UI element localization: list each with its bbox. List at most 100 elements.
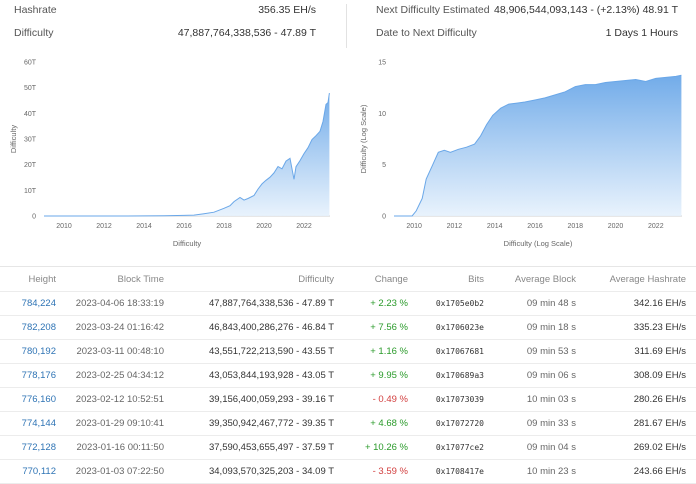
block-height-link[interactable]: 770,112 (22, 466, 56, 477)
bits-value: 0x1705e0b2 (435, 299, 484, 308)
block-time: 2023-01-29 09:10:41 (75, 418, 164, 429)
x-tick-label: 2012 (447, 223, 463, 230)
block-height-link[interactable]: 778,176 (21, 370, 56, 381)
change-value: + 4.68 % (370, 418, 408, 429)
block-height-link[interactable]: 782,208 (21, 322, 56, 333)
x-axis-title: Difficulty (173, 239, 201, 248)
bits-value: 0x1706023e (435, 323, 484, 332)
bits-value: 0x17072720 (435, 419, 484, 428)
average-hashrate: 281.67 EH/s (633, 418, 686, 429)
header-height: Height (28, 274, 56, 285)
next-difficulty-date-label: Date to Next Difficulty (376, 27, 477, 39)
change-value: + 10.26 % (364, 442, 408, 453)
table-row: 780,192 2023-03-11 00:48:10 43,551,722,213… (0, 340, 696, 364)
difficulty-value: 34,093,570,325,203 - 34.09 T (208, 466, 334, 477)
next-difficulty-label: Next Difficulty Estimated (376, 4, 490, 16)
y-tick-label: 5 (382, 162, 386, 169)
average-block-time: 10 min 03 s (526, 394, 576, 405)
header-change: Change (374, 274, 408, 285)
block-height-link[interactable]: 776,160 (21, 394, 56, 405)
hashrate-stat: Hashrate 356.35 EH/s (14, 0, 316, 20)
average-block-time: 09 min 33 s (526, 418, 576, 429)
table-row: 778,176 2023-02-25 04:34:12 43,053,844,193… (0, 364, 696, 388)
y-tick-label: 0 (382, 214, 386, 221)
bits-value: 0x170689a3 (435, 371, 484, 380)
average-hashrate: 335.23 EH/s (633, 322, 686, 333)
change-value: + 2.23 % (370, 298, 408, 309)
difficulty-value: 43,053,844,193,928 - 43.05 T (208, 370, 334, 381)
table-row: 772,128 2023-01-16 00:11:50 37,590,453,655… (0, 436, 696, 460)
hashrate-label: Hashrate (14, 4, 57, 16)
difficulty-chart-svg: 0 10T 20T 30T 40T 50T 60T 2010 2012 2014 2016 2018 2… (9, 60, 330, 248)
difficulty-log-chart: 0 5 10 15 2010 2012 2014 2016 2018 2020 2022 Diffic… (350, 52, 696, 256)
stats-divider (346, 4, 347, 48)
y-tick-label: 10 (378, 111, 386, 118)
average-block-time: 09 min 53 s (526, 346, 576, 357)
table-header: Height Block Time Difficulty Change Bits… (0, 266, 696, 292)
block-time: 2023-04-06 18:33:19 (75, 298, 164, 309)
block-time: 2023-01-03 07:22:50 (75, 466, 164, 477)
y-tick-label: 50T (24, 85, 37, 92)
difficulty-value: 39,156,400,059,293 - 39.16 T (208, 394, 334, 405)
x-tick-label: 2010 (56, 223, 72, 230)
header-bits: Bits (468, 274, 484, 285)
average-hashrate: 342.16 EH/s (633, 298, 686, 309)
difficulty-value: 37,590,453,655,497 - 37.59 T (208, 442, 334, 453)
table-row: 782,208 2023-03-24 01:16:42 46,843,400,286… (0, 316, 696, 340)
series-line (394, 74, 682, 217)
x-tick-label: 2010 (406, 223, 422, 230)
y-tick-label: 30T (24, 137, 37, 144)
table-body: 784,224 2023-04-06 18:33:19 47,887,764,338… (0, 292, 696, 484)
change-value: - 0.49 % (372, 394, 408, 405)
block-height-link[interactable]: 772,128 (21, 442, 56, 453)
average-block-time: 09 min 06 s (526, 370, 576, 381)
table-row: 774,144 2023-01-29 09:10:41 39,350,942,467… (0, 412, 696, 436)
y-tick-label: 0 (32, 214, 36, 221)
difficulty-stat: Difficulty 47,887,764,338,536 - 47.89 T (14, 23, 316, 43)
y-axis-title: Difficulty (Log Scale) (359, 104, 368, 173)
difficulty-value: 39,350,942,467,772 - 39.35 T (208, 418, 334, 429)
block-height-link[interactable]: 784,224 (21, 298, 56, 309)
average-block-time: 09 min 48 s (526, 298, 576, 309)
difficulty-chart: 0 10T 20T 30T 40T 50T 60T 2010 2012 2014 2016 2018 2… (0, 52, 346, 256)
table-row: 784,224 2023-04-06 18:33:19 47,887,764,338… (0, 292, 696, 316)
next-difficulty-date-stat: Date to Next Difficulty 1 Days 1 Hours (376, 23, 678, 43)
y-tick-label: 20T (24, 162, 37, 169)
bits-value: 0x17073039 (435, 395, 484, 404)
table-row: 770,112 2023-01-03 07:22:50 34,093,570,325… (0, 460, 696, 484)
difficulty-adjustments-table: Height Block Time Difficulty Change Bits… (0, 266, 696, 484)
block-time: 2023-02-25 04:34:12 (75, 370, 164, 381)
header-difficulty: Difficulty (298, 274, 334, 285)
header-block-time: Block Time (117, 274, 164, 285)
table-row: 776,160 2023-02-12 10:52:51 39,156,400,059… (0, 388, 696, 412)
next-difficulty-value: 48,906,544,093,143 - (+2.13%) 48.91 T (494, 4, 678, 16)
average-hashrate: 280.26 EH/s (633, 394, 686, 405)
difficulty-log-chart-svg: 0 5 10 15 2010 2012 2014 2016 2018 2020 2022 Diffic… (359, 60, 682, 248)
y-tick-label: 40T (24, 111, 37, 118)
x-tick-label: 2016 (176, 223, 192, 230)
x-tick-label: 2022 (296, 223, 312, 230)
block-time: 2023-01-16 00:11:50 (76, 442, 164, 453)
x-tick-label: 2014 (487, 223, 503, 230)
hashrate-value: 356.35 EH/s (258, 4, 316, 16)
block-time: 2023-03-24 01:16:42 (75, 322, 164, 333)
x-axis-title: Difficulty (Log Scale) (504, 239, 573, 248)
average-hashrate: 308.09 EH/s (633, 370, 686, 381)
change-value: + 9.95 % (370, 370, 408, 381)
difficulty-stats-panel: Hashrate 356.35 EH/s Difficulty 47,887,7… (0, 0, 696, 50)
y-tick-label: 10T (24, 188, 37, 195)
x-tick-label: 2018 (216, 223, 232, 230)
difficulty-value: 43,551,722,213,590 - 43.55 T (208, 346, 334, 357)
block-height-link[interactable]: 780,192 (21, 346, 56, 357)
block-time: 2023-02-12 10:52:51 (75, 394, 164, 405)
block-time: 2023-03-11 00:48:10 (76, 346, 164, 357)
x-tick-label: 2014 (136, 223, 152, 230)
change-value: + 1.16 % (370, 346, 408, 357)
difficulty-label: Difficulty (14, 27, 54, 39)
average-block-time: 09 min 04 s (526, 442, 576, 453)
change-value: + 7.56 % (370, 322, 408, 333)
average-block-time: 09 min 18 s (526, 322, 576, 333)
x-tick-label: 2020 (608, 223, 624, 230)
block-height-link[interactable]: 774,144 (21, 418, 56, 429)
series-area (44, 93, 330, 216)
